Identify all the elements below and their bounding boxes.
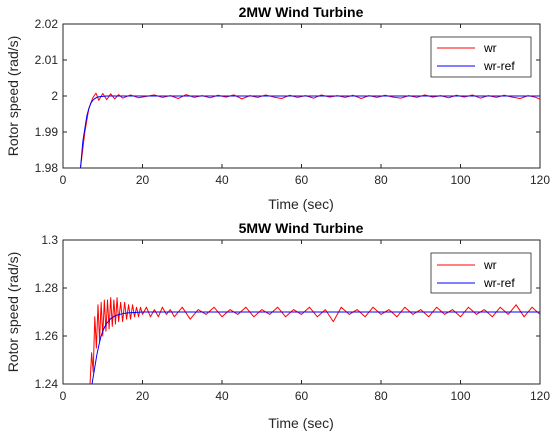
- x-tick-label: 100: [450, 389, 470, 403]
- bottom-panel: 5MW Wind Turbine 1.24 1.26 1.28 1.3 0 20 40 60…: [5, 220, 550, 431]
- legend-label-wr-ref: wr-ref: [483, 276, 515, 290]
- y-tick-label: 2.01: [35, 53, 59, 67]
- x-axis-label: Time (sec): [268, 196, 334, 212]
- series-group: [79, 92, 540, 168]
- series-line-wr: [89, 297, 540, 384]
- legend-label-wr-ref: wr-ref: [483, 59, 515, 73]
- x-axis-ticks: 0 20 40 60 80 100 120: [60, 240, 550, 403]
- x-tick-label: 100: [450, 173, 470, 187]
- x-axis-ticks: 0 20 40 60 80 100 120: [60, 24, 550, 187]
- legend-label-wr: wr: [483, 41, 497, 55]
- x-axis-label: Time (sec): [268, 415, 334, 431]
- legend-box: [430, 252, 532, 294]
- series-group: [89, 297, 540, 384]
- legend-box: [430, 36, 532, 78]
- y-tick-label: 1.3: [41, 233, 58, 247]
- top-panel: 2MW Wind Turbine 1.98 1.99 2 2.01 2.02 0 20 40…: [5, 4, 550, 212]
- y-axis-ticks: 1.98 1.99 2 2.01 2.02: [35, 17, 540, 175]
- x-tick-label: 20: [136, 173, 150, 187]
- x-tick-label: 60: [295, 173, 309, 187]
- x-tick-label: 80: [374, 173, 388, 187]
- y-tick-label: 2: [51, 89, 58, 103]
- x-tick-label: 40: [215, 173, 229, 187]
- series-line-wr-ref: [91, 311, 540, 384]
- series-line-wr-ref: [79, 95, 540, 168]
- y-axis-label: Rotor speed (rad/s): [5, 252, 21, 373]
- legend-label-wr: wr: [483, 258, 497, 272]
- x-tick-label: 40: [215, 389, 229, 403]
- legend: wr wr-ref: [430, 36, 532, 78]
- x-tick-label: 0: [60, 173, 67, 187]
- x-tick-label: 60: [295, 389, 309, 403]
- x-tick-label: 120: [530, 389, 550, 403]
- legend: wr wr-ref: [430, 252, 532, 294]
- y-axis-label: Rotor speed (rad/s): [5, 36, 21, 157]
- y-tick-label: 1.98: [35, 161, 59, 175]
- y-tick-label: 1.99: [35, 125, 59, 139]
- y-tick-label: 1.26: [35, 329, 59, 343]
- y-tick-label: 1.28: [35, 281, 59, 295]
- y-tick-label: 1.24: [35, 377, 59, 391]
- y-axis-ticks: 1.24 1.26 1.28 1.3: [35, 233, 540, 391]
- y-tick-label: 2.02: [35, 17, 59, 31]
- x-tick-label: 120: [530, 173, 550, 187]
- x-tick-label: 20: [136, 389, 150, 403]
- chart-title: 2MW Wind Turbine: [239, 4, 364, 20]
- chart-title: 5MW Wind Turbine: [239, 220, 364, 236]
- x-tick-label: 0: [60, 389, 67, 403]
- x-tick-label: 80: [374, 389, 388, 403]
